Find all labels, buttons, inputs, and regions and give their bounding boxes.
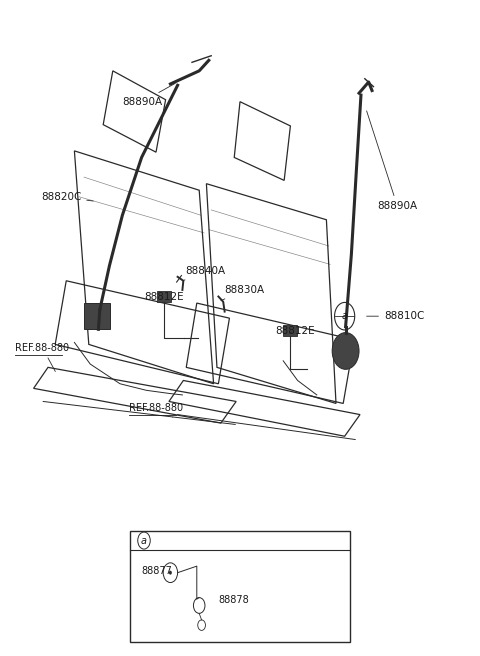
- Text: 88810C: 88810C: [367, 311, 424, 321]
- Text: 88878: 88878: [218, 595, 249, 605]
- Text: 88890A: 88890A: [367, 111, 418, 211]
- Text: 88830A: 88830A: [221, 285, 265, 300]
- Bar: [157, 291, 171, 302]
- Text: 88812E: 88812E: [275, 326, 315, 337]
- Bar: [84, 303, 110, 329]
- Text: a: a: [141, 535, 147, 546]
- Bar: [130, 531, 350, 642]
- Text: 88812E: 88812E: [144, 291, 184, 302]
- Text: 88890A: 88890A: [122, 83, 175, 107]
- Bar: [283, 325, 297, 336]
- Text: REF.88-880: REF.88-880: [15, 342, 70, 371]
- Text: a: a: [342, 311, 348, 321]
- Text: 88840A: 88840A: [182, 266, 225, 281]
- Text: 88820C: 88820C: [41, 192, 93, 202]
- Circle shape: [169, 571, 172, 575]
- Text: 88877: 88877: [142, 565, 172, 576]
- Circle shape: [332, 333, 359, 369]
- Text: REF.88-880: REF.88-880: [129, 403, 183, 417]
